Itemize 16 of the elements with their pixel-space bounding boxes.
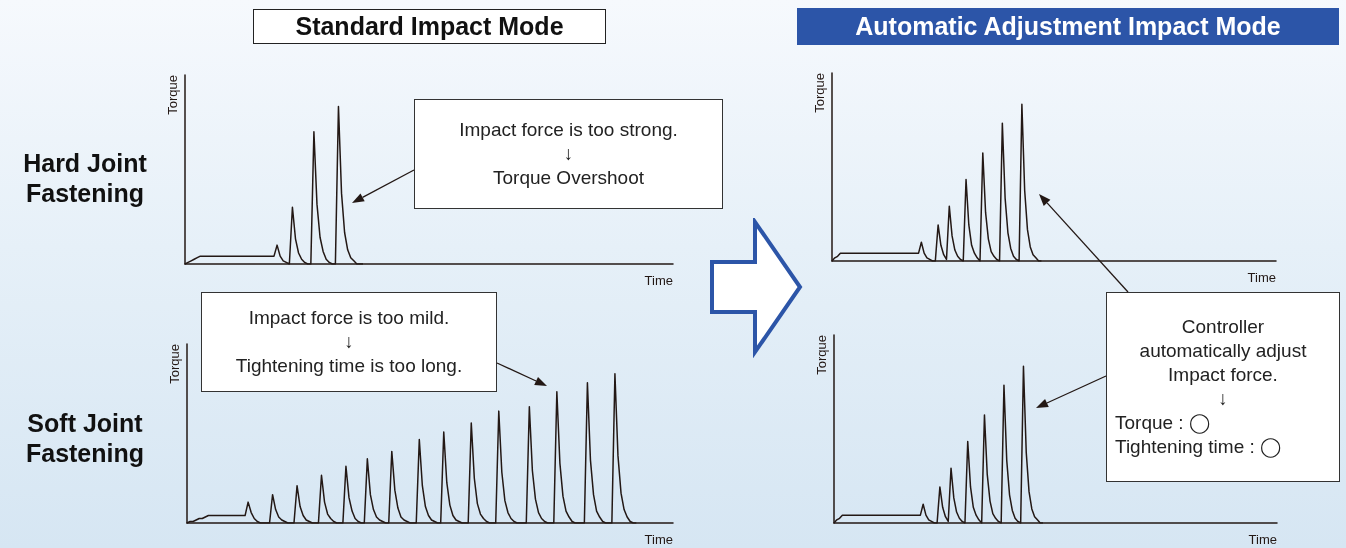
annotation: Impact force is too mild. ↓ Tightening time is too long. xyxy=(234,306,464,378)
y-axis-title: Torque xyxy=(814,335,829,375)
text: Hard Joint Fastening xyxy=(22,148,148,208)
chart-title: Standard Impact Mode xyxy=(253,9,606,44)
x-axis-title: Time xyxy=(644,532,673,547)
x-axis-title: Time xyxy=(1248,532,1277,547)
y-axis-title: Torque xyxy=(165,75,180,115)
y-axis-title: Torque xyxy=(812,73,827,113)
annotation: Impact force is too strong. ↓ Torque Overshoot xyxy=(458,118,679,190)
annotation: Torque : ◯ Tightening time : ◯ xyxy=(1115,411,1283,459)
chart-title: Automatic Adjustment Impact Mode xyxy=(797,8,1339,45)
text: Soft Joint Fastening xyxy=(24,408,146,468)
y-axis-title: Torque xyxy=(167,344,182,384)
annotation: Controller automatically adjust Impact force. ↓ xyxy=(1138,315,1308,411)
x-axis-title: Time xyxy=(644,273,673,288)
x-axis-title: Time xyxy=(1247,270,1276,285)
